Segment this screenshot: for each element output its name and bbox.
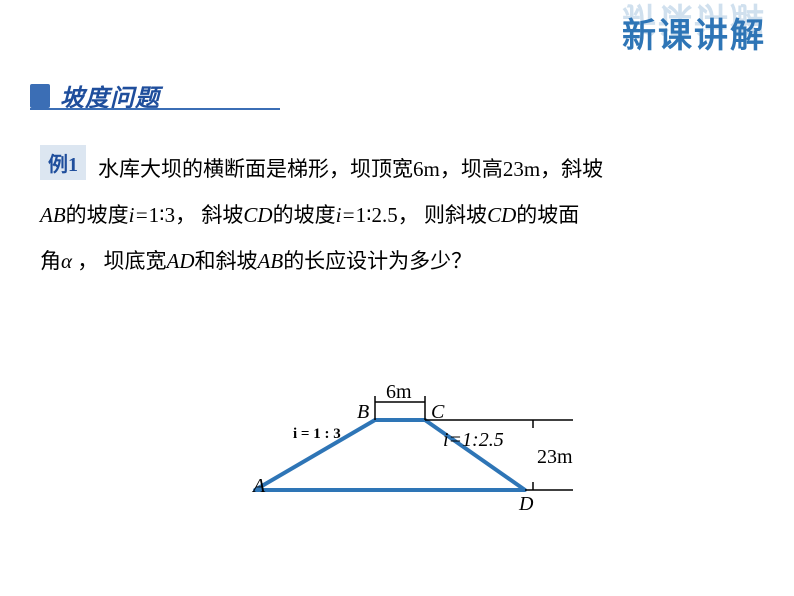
problem-l3d: 的长应设计为多少？ — [283, 249, 472, 273]
problem-l2a: 的坡度 — [66, 203, 129, 227]
trapezoid-diagram: 6m A B C D i = 1 : 3 i=1:2.5 23m — [245, 380, 585, 520]
label-C: C — [431, 401, 445, 423]
problem-var-i1: i= — [129, 203, 149, 227]
label-slope-right: i=1:2.5 — [443, 429, 504, 451]
problem-l3c: 和斜坡 — [195, 249, 258, 273]
problem-var-AB: AB — [40, 203, 66, 227]
label-slope-left: i = 1 : 3 — [293, 426, 341, 442]
label-A: A — [251, 475, 266, 497]
problem-var-alpha: α — [61, 249, 77, 273]
problem-l1: 水库大坝的横断面是梯形，坝顶宽6m，坝高23m，斜坡 — [98, 157, 603, 181]
problem-var-i2: i= — [336, 203, 356, 227]
problem-text: 水库大坝的横断面是梯形，坝顶宽6m，坝高23m，斜坡 AB的坡度i=1∶3， 斜… — [40, 146, 754, 285]
label-D: D — [518, 493, 534, 515]
problem-var-AD: AD — [167, 249, 195, 273]
problem-l2e: 的坡面 — [516, 203, 579, 227]
header-title-reflection: 新课讲解 — [622, 0, 766, 46]
problem-var-CD1: CD — [243, 203, 272, 227]
problem-var-CD2: CD — [487, 203, 516, 227]
problem-l2b: 1∶3， 斜坡 — [149, 203, 244, 227]
problem-l3a: 角 — [40, 249, 61, 273]
problem-l3b: ， 坝底宽 — [77, 249, 166, 273]
label-6m: 6m — [386, 381, 412, 403]
section-marker-box — [30, 84, 50, 108]
label-23m: 23m — [537, 446, 573, 468]
label-B: B — [357, 401, 369, 423]
problem-l2d: 1∶2.5， 则斜坡 — [356, 203, 487, 227]
problem-l2c: 的坡度 — [273, 203, 336, 227]
diagram-svg: 6m A B C D i = 1 : 3 i=1:2.5 23m — [245, 380, 585, 520]
section-underline — [30, 108, 280, 110]
problem-var-AB2: AB — [258, 249, 284, 273]
